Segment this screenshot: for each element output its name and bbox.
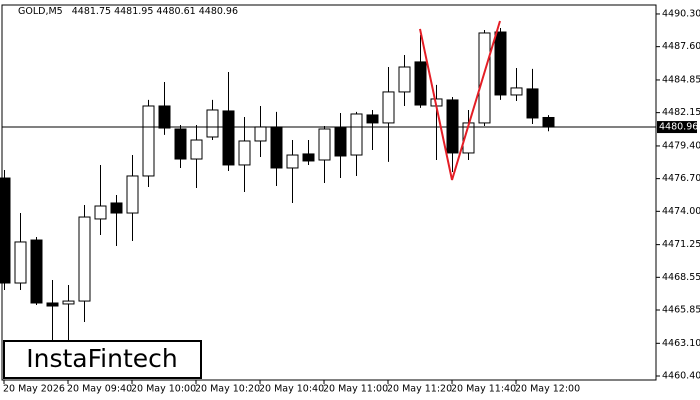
y-tick-label: 4484.85	[662, 74, 700, 85]
ohlc-close: 4480.96	[199, 6, 238, 17]
y-tick-label: 4460.40	[662, 371, 700, 382]
candle-body	[286, 154, 299, 169]
candle-body	[494, 31, 507, 96]
candle-body	[46, 302, 59, 307]
candle-body	[366, 114, 379, 124]
candle-body	[78, 216, 91, 302]
y-tick-label: 4474.00	[662, 206, 700, 217]
y-tick-label: 4476.70	[662, 173, 700, 184]
y-tick-label: 4479.40	[662, 140, 700, 151]
x-tick-label: 20 May 10:40	[259, 384, 324, 395]
pattern-line	[419, 20, 501, 181]
x-tick-label: 20 May 11:40	[451, 384, 516, 395]
current-price-box	[657, 121, 697, 134]
candle-body	[110, 202, 123, 214]
x-tick-label: 20 May 10:20	[195, 384, 260, 395]
candle-body	[0, 177, 11, 284]
ohlc-high: 4481.95	[114, 6, 153, 17]
watermark-box	[3, 340, 202, 379]
candle-body	[158, 105, 171, 129]
candle-body	[414, 61, 427, 106]
y-tick-label: 4465.85	[662, 305, 700, 316]
candle-body	[14, 241, 27, 284]
candle-body	[542, 116, 555, 128]
candle-body	[446, 99, 459, 154]
x-tick-label: 20 May 12:00	[515, 384, 580, 395]
candle-body	[126, 175, 139, 214]
y-tick-label: 4468.55	[662, 272, 700, 283]
candle-body	[254, 126, 267, 142]
candle-body	[30, 239, 43, 304]
candle-body	[334, 127, 347, 157]
candle-body	[302, 153, 315, 162]
candle-body	[94, 205, 107, 220]
candle-body	[62, 300, 75, 305]
x-tick-label: 20 May 2026	[3, 384, 65, 395]
x-tick-label: 20 May 09:40	[67, 384, 132, 395]
candle-body	[478, 32, 491, 124]
symbol: GOLD,M5	[18, 6, 63, 17]
y-tick-label: 4490.30	[662, 8, 700, 19]
ohlc-low: 4480.61	[156, 6, 195, 17]
current-price-label: 4480.96	[659, 122, 698, 133]
candle-body	[382, 91, 395, 124]
y-tick-label: 4487.60	[662, 41, 700, 52]
candle-body	[238, 140, 251, 166]
candle-body	[350, 113, 363, 156]
watermark: InstaFintech	[26, 344, 178, 373]
candle-body	[190, 139, 203, 160]
y-tick-label: 4471.25	[662, 239, 700, 250]
candle-body	[526, 88, 539, 119]
candle-body	[142, 105, 155, 177]
y-tick-label: 4482.15	[662, 107, 700, 118]
candle-body	[510, 87, 523, 96]
candle-body	[318, 128, 331, 161]
y-tick-label: 4463.10	[662, 338, 700, 349]
candle-body	[206, 109, 219, 138]
candle-body	[270, 126, 283, 169]
candle-body	[398, 66, 411, 93]
x-tick-label: 20 May 11:00	[323, 384, 388, 395]
chart-header: GOLD,M5 4481.75 4481.95 4480.61 4480.96	[18, 6, 238, 17]
candle-body	[174, 128, 187, 160]
candle-body	[222, 110, 235, 166]
x-tick-label: 20 May 10:00	[131, 384, 196, 395]
ohlc-open: 4481.75	[72, 6, 111, 17]
x-tick-label: 20 May 11:20	[387, 384, 452, 395]
